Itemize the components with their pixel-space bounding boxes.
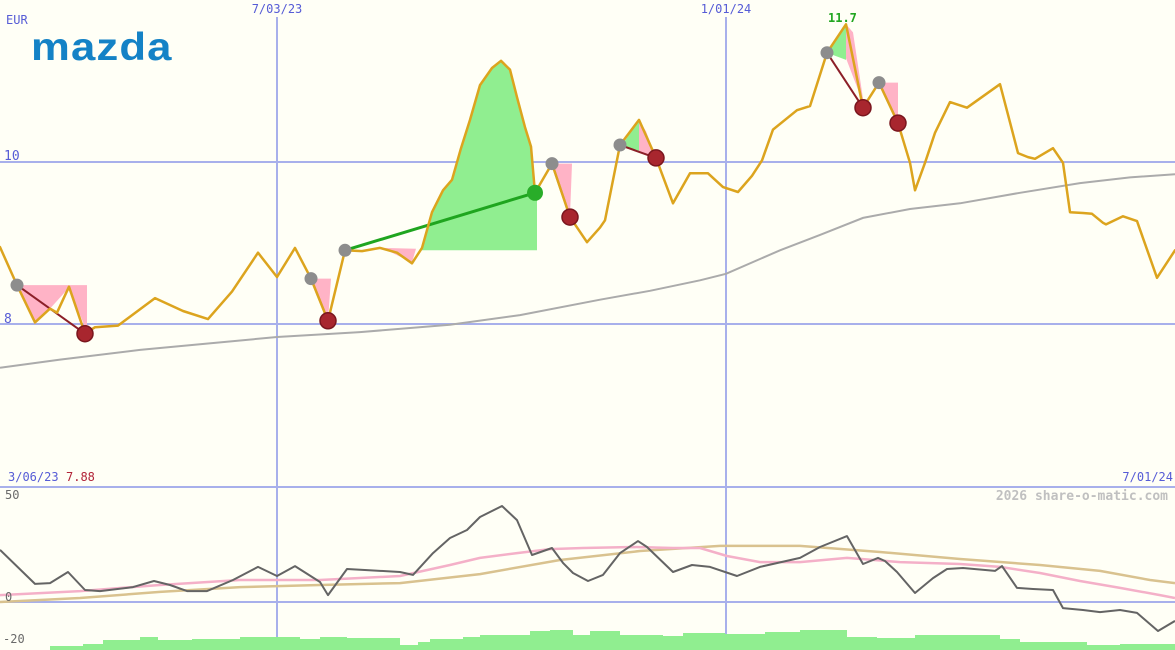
low-value-label: 7.88 bbox=[66, 470, 95, 484]
price-tick-8: 8 bbox=[4, 312, 12, 327]
start-date-label: 3/06/23 bbox=[8, 470, 59, 484]
indicator-panel[interactable] bbox=[0, 487, 1175, 650]
watermark: 2026 share-o-matic.com bbox=[995, 489, 1168, 504]
price-chart-panel[interactable] bbox=[0, 0, 1175, 487]
x-gridline-date-2: 1/01/24 bbox=[700, 2, 752, 16]
indicator-tick-0: 0 bbox=[5, 590, 13, 604]
high-value-label: 11.7 bbox=[828, 11, 857, 25]
indicator-tick-50: 50 bbox=[5, 488, 20, 502]
mazda-logo: mazda bbox=[31, 26, 173, 69]
price-tick-10: 10 bbox=[4, 149, 20, 164]
indicator-tick-minus20: -20 bbox=[3, 632, 25, 646]
end-date-label: 7/01/24 bbox=[1122, 470, 1173, 484]
x-gridline-date-1: 7/03/23 bbox=[251, 2, 303, 16]
currency-label: EUR bbox=[6, 13, 28, 27]
